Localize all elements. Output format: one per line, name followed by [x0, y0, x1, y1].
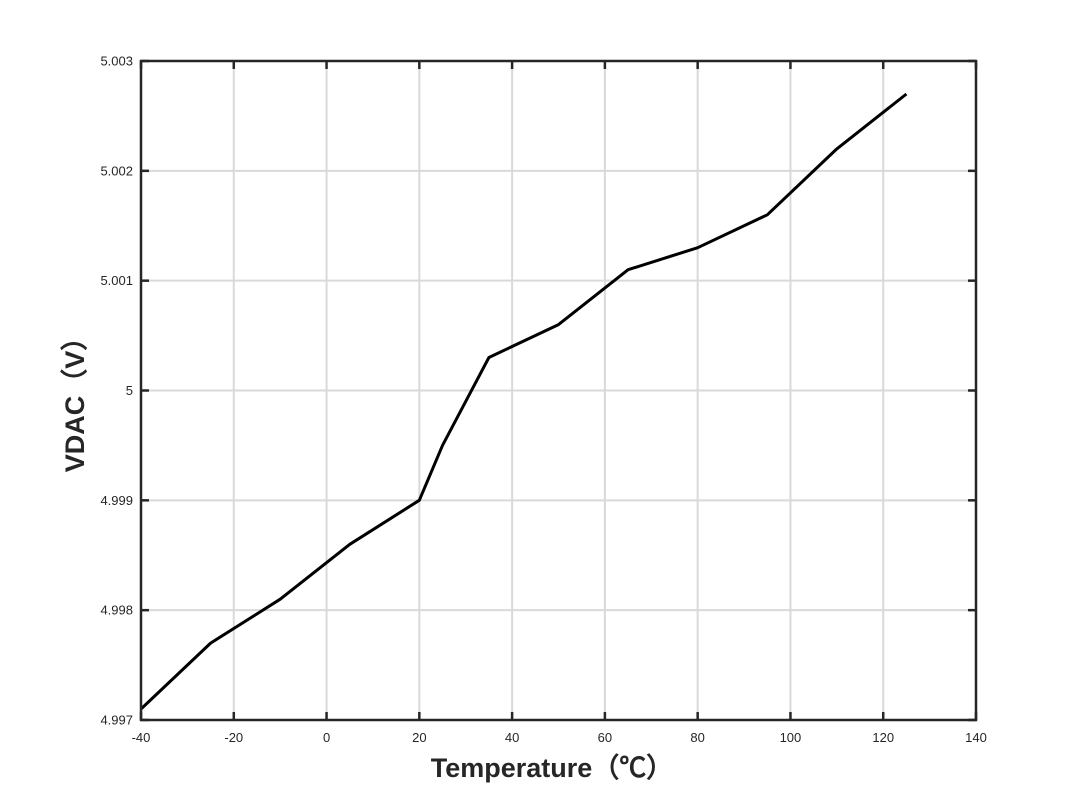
series-line [139, 92, 908, 711]
x-tick-label: 80 [690, 730, 704, 745]
series-layer [139, 92, 908, 711]
y-tick-label: 5.003 [100, 54, 133, 69]
x-tick-label: -20 [224, 730, 243, 745]
x-tick-label: 20 [412, 730, 426, 745]
x-tick-label: 60 [598, 730, 612, 745]
y-tick-label: 4.997 [100, 713, 133, 728]
x-tick-label: 140 [965, 730, 987, 745]
x-tick-label: 40 [505, 730, 519, 745]
grid [141, 61, 976, 720]
y-tick-label: 5.002 [100, 163, 133, 178]
x-tick-label: 100 [780, 730, 802, 745]
x-tick-label: 120 [872, 730, 894, 745]
x-tick-label: -40 [132, 730, 151, 745]
y-tick-label: 4.999 [100, 493, 133, 508]
y-tick-label: 5 [126, 383, 133, 398]
x-tick-label: 0 [323, 730, 330, 745]
ticks [139, 59, 978, 722]
tick-labels: -40 -20 0 20 40 60 80 100 120 140 4.997 4.998 4.999 5… [100, 54, 986, 746]
y-tick-label: 5.001 [100, 273, 133, 288]
y-tick-label: 4.998 [100, 603, 133, 618]
y-axis-title: VDAC（V） [60, 324, 90, 473]
x-axis-title: Temperature（℃） [431, 753, 674, 783]
